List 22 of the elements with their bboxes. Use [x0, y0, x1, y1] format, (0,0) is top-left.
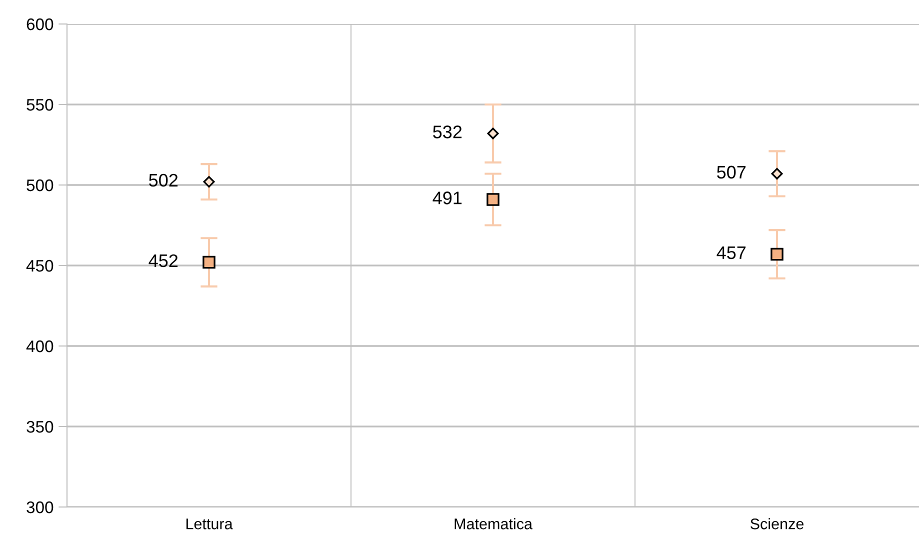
data-label: 452	[148, 254, 178, 268]
x-tick-label: Matematica	[454, 518, 532, 530]
y-tick-label: 500	[26, 179, 54, 192]
point	[202, 256, 216, 269]
point	[203, 176, 215, 188]
data-label: 532	[433, 126, 462, 138]
y-tick-label: 600	[26, 18, 54, 30]
point	[486, 193, 500, 206]
data-label: 507	[717, 166, 746, 179]
y-tick-label: 300	[26, 501, 54, 514]
point	[487, 128, 499, 140]
data-label: 457	[716, 246, 746, 260]
point	[770, 248, 784, 261]
y-tick-label: 450	[26, 260, 54, 272]
y-tick-label: 350	[26, 420, 54, 433]
data-label: 502	[149, 174, 178, 187]
y-tick-label: 400	[26, 340, 54, 352]
data-label: 491	[432, 192, 462, 204]
x-tick-label: Scienze	[750, 518, 804, 530]
y-tick-label: 550	[26, 98, 54, 111]
point	[771, 168, 783, 180]
x-tick-label: Lettura	[186, 518, 233, 530]
